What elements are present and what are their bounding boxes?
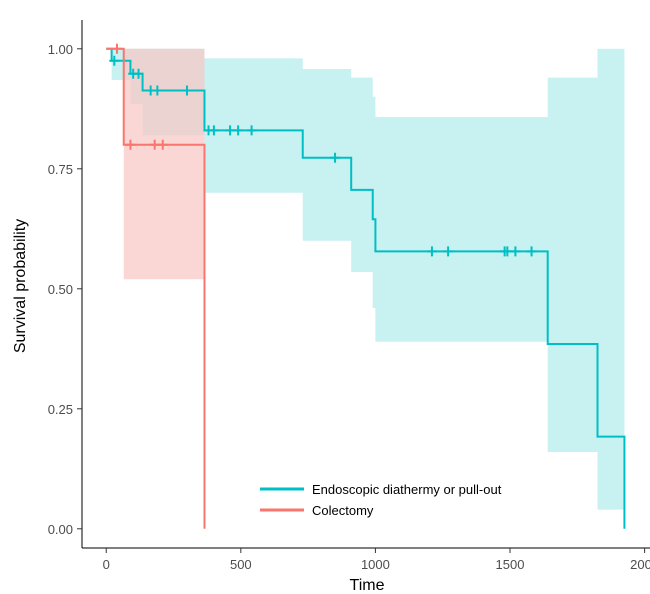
x-tick-label: 0 xyxy=(103,557,110,572)
censor-mark-endoscopic xyxy=(510,246,521,257)
x-tick-label: 1000 xyxy=(361,557,390,572)
y-axis-title: Survival probability xyxy=(12,219,29,353)
y-tick-label: 0.00 xyxy=(48,522,73,537)
censor-marks xyxy=(109,43,537,257)
censor-mark-endoscopic xyxy=(181,85,192,96)
legend-label-colectomy: Colectomy xyxy=(312,503,374,518)
x-axis-title: Time xyxy=(350,577,385,594)
confidence-band-colectomy xyxy=(106,48,205,280)
censor-mark-endoscopic xyxy=(443,246,454,257)
y-axis-ticks: 0.00 0.25 0.50 0.75 1.00 xyxy=(48,42,82,537)
y-tick-label: 0.50 xyxy=(48,282,73,297)
censor-mark-colectomy xyxy=(157,139,168,150)
censor-mark-endoscopic xyxy=(246,125,257,136)
censor-mark-endoscopic xyxy=(330,152,341,163)
legend: Endoscopic diathermy or pull-out Colecto… xyxy=(260,482,502,518)
y-tick-label: 0.25 xyxy=(48,402,73,417)
confidence-bands xyxy=(106,48,625,510)
censor-mark-endoscopic xyxy=(426,246,437,257)
confidence-band-endoscopic xyxy=(106,48,625,510)
censor-mark-endoscopic xyxy=(109,55,120,66)
x-tick-label: 1500 xyxy=(496,557,525,572)
censor-mark-endoscopic xyxy=(526,246,537,257)
y-tick-label: 0.75 xyxy=(48,162,73,177)
x-tick-label: 500 xyxy=(230,557,252,572)
censor-mark-endoscopic xyxy=(152,85,163,96)
y-tick-label: 1.00 xyxy=(48,42,73,57)
censor-mark-colectomy xyxy=(125,139,136,150)
censor-mark-endoscopic xyxy=(208,125,219,136)
censor-mark-colectomy xyxy=(111,43,122,54)
legend-label-endoscopic: Endoscopic diathermy or pull-out xyxy=(312,482,502,497)
censor-mark-endoscopic xyxy=(133,68,144,79)
survival-curve-endoscopic xyxy=(106,47,626,529)
censor-mark-endoscopic xyxy=(233,125,244,136)
